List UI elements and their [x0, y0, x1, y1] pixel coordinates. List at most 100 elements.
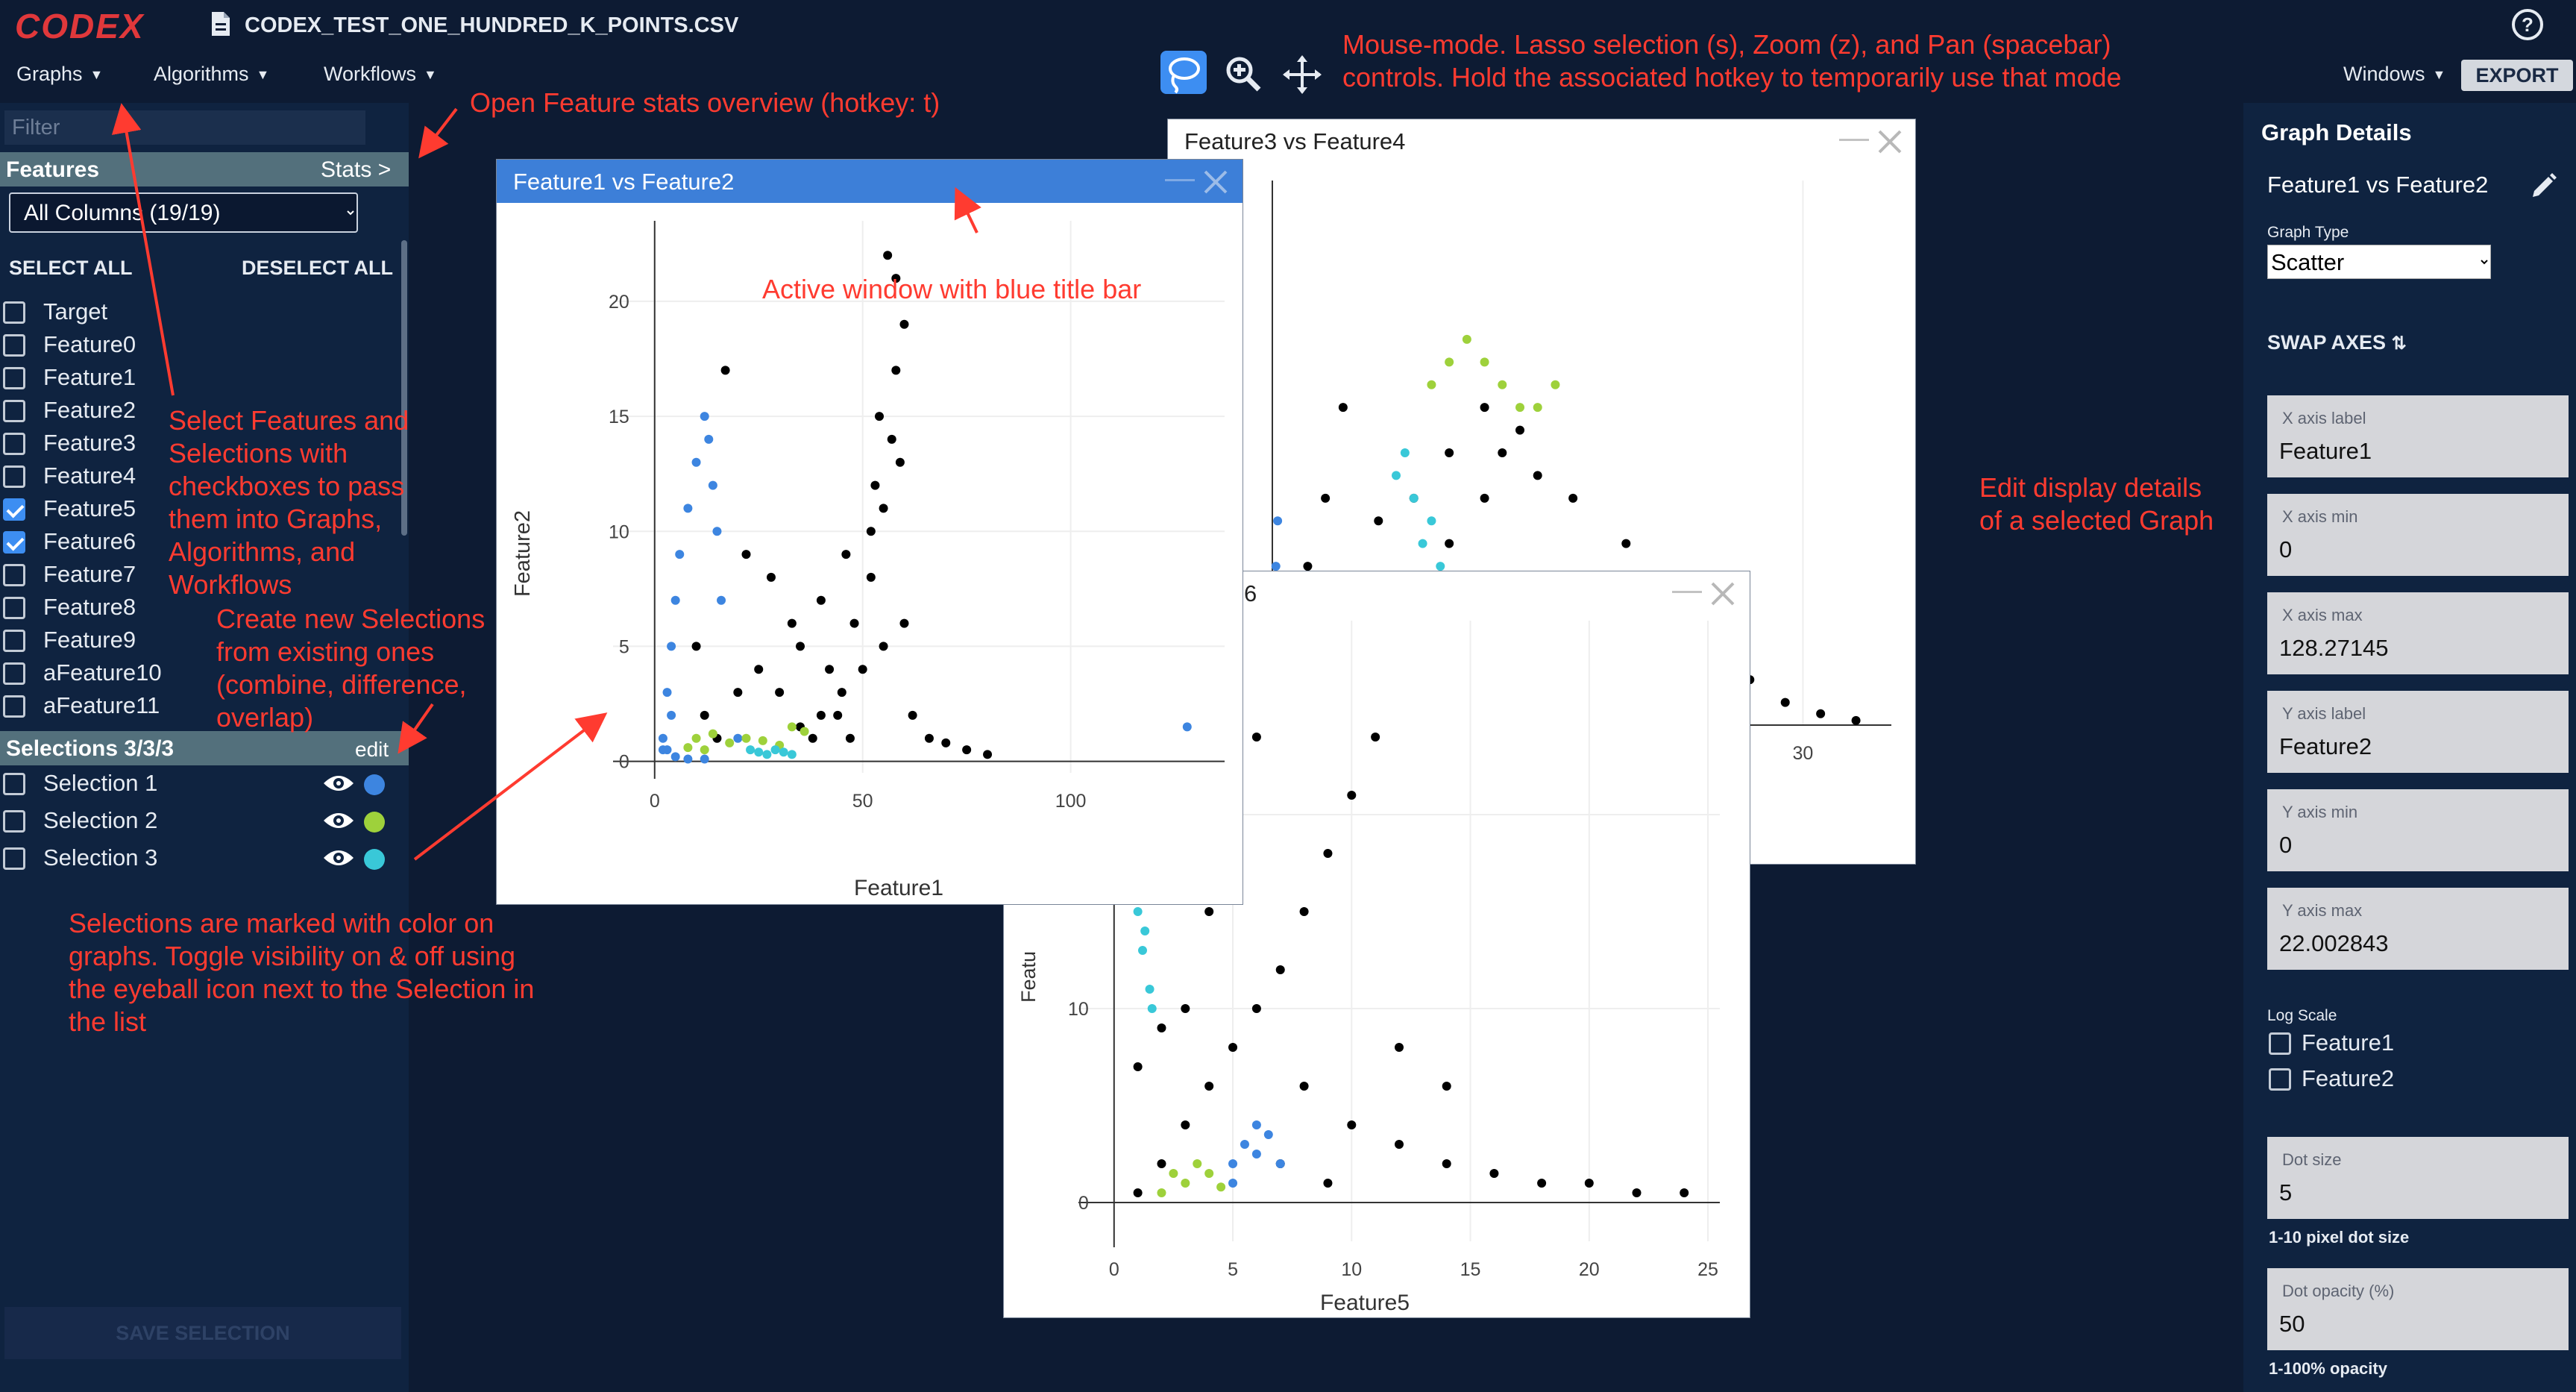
- scatter-point: [1418, 539, 1427, 548]
- feature-row[interactable]: Feature7: [3, 558, 391, 591]
- dot-size-field[interactable]: Dot size: [2267, 1137, 2569, 1219]
- axis-field-input[interactable]: [2278, 927, 2557, 961]
- dot-opacity-field[interactable]: Dot opacity (%): [2267, 1268, 2569, 1350]
- feature-list-scrollbar[interactable]: [401, 240, 407, 536]
- selection-row[interactable]: Selection 3: [3, 841, 398, 874]
- axis-field[interactable]: Y axis min: [2267, 789, 2569, 871]
- feature-row[interactable]: Feature6: [3, 525, 391, 558]
- feature-row[interactable]: Feature9: [3, 624, 391, 656]
- window-title-bar[interactable]: 6: [1004, 571, 1750, 615]
- window-title-bar-active[interactable]: Feature1 vs Feature2: [497, 160, 1243, 203]
- export-button[interactable]: EXPORT: [2461, 60, 2573, 91]
- log-scale-row[interactable]: Feature1: [2269, 1028, 2492, 1061]
- menu-workflows[interactable]: Workflows ▼: [324, 63, 437, 86]
- feature-row[interactable]: Feature2: [3, 394, 391, 427]
- select-all-button[interactable]: SELECT ALL: [9, 257, 133, 279]
- dot-size-input[interactable]: [2278, 1176, 2557, 1210]
- feature-checkbox[interactable]: [3, 433, 25, 455]
- pan-icon[interactable]: [1281, 54, 1323, 95]
- feature-row[interactable]: Feature4: [3, 460, 391, 492]
- feature-checkbox[interactable]: [3, 334, 25, 357]
- log-scale-feature-label: Feature1: [2302, 1029, 2395, 1056]
- scatter-point: [1551, 380, 1560, 389]
- zoom-icon[interactable]: [1223, 54, 1263, 94]
- log-scale-row[interactable]: Feature2: [2269, 1064, 2492, 1097]
- graph-window-feature5-vs-feature6[interactable]: 6 Featu Feature5 051015202501020: [1004, 571, 1750, 1317]
- minimize-icon[interactable]: [1165, 179, 1195, 181]
- stats-link[interactable]: Stats >: [321, 157, 392, 182]
- axis-field[interactable]: Y axis max: [2267, 888, 2569, 970]
- axis-field[interactable]: X axis max: [2267, 592, 2569, 674]
- feature-checkbox[interactable]: [3, 498, 25, 521]
- feature-row[interactable]: aFeature10: [3, 656, 391, 689]
- y-axis-label: Feature2: [511, 510, 535, 597]
- selection-checkbox[interactable]: [3, 847, 25, 870]
- scatter-point: [700, 754, 709, 764]
- feature-checkbox[interactable]: [3, 367, 25, 389]
- axis-field-input[interactable]: [2278, 828, 2557, 862]
- selection-row[interactable]: Selection 2: [3, 804, 398, 837]
- axis-field-input[interactable]: [2278, 533, 2557, 567]
- feature-checkbox[interactable]: [3, 400, 25, 422]
- scatter-point: [1338, 403, 1348, 413]
- log-scale-checkbox[interactable]: [2269, 1032, 2291, 1055]
- feature-row[interactable]: Feature0: [3, 328, 391, 361]
- menu-graphs[interactable]: Graphs ▼: [16, 63, 103, 86]
- window-title-bar[interactable]: Feature3 vs Feature4: [1168, 119, 1915, 163]
- filter-input[interactable]: [4, 110, 365, 145]
- annotation-line: checkboxes to pass: [169, 471, 405, 501]
- feature-checkbox[interactable]: [3, 597, 25, 619]
- axis-field-label: X axis max: [2282, 606, 2363, 624]
- axis-field-input[interactable]: [2278, 730, 2557, 764]
- feature-checkbox[interactable]: [3, 564, 25, 586]
- help-icon[interactable]: ?: [2510, 7, 2545, 42]
- axis-field[interactable]: X axis label: [2267, 395, 2569, 477]
- axis-field[interactable]: X axis min: [2267, 494, 2569, 576]
- dot-opacity-input[interactable]: [2278, 1307, 2557, 1341]
- dot-opacity-helper: 1-100% opacity: [2269, 1359, 2387, 1378]
- log-scale-checkbox[interactable]: [2269, 1068, 2291, 1091]
- scatter-plot-feature1-vs-feature2[interactable]: Feature2 Feature1 0 50 100 0 5 10 15 20: [497, 203, 1243, 904]
- feature-checkbox[interactable]: [3, 695, 25, 718]
- deselect-all-button[interactable]: DESELECT ALL: [242, 257, 394, 279]
- close-icon[interactable]: [1875, 127, 1905, 157]
- lasso-mode-button[interactable]: [1160, 51, 1207, 94]
- menu-windows[interactable]: Windows ▼: [2343, 63, 2445, 86]
- feature-row[interactable]: Target: [3, 295, 391, 328]
- feature-row[interactable]: Feature1: [3, 361, 391, 394]
- pencil-icon[interactable]: [2528, 172, 2558, 201]
- selection-checkbox[interactable]: [3, 810, 25, 833]
- feature-checkbox[interactable]: [3, 465, 25, 488]
- scatter-plot-feature5[interactable]: Featu Feature5 051015202501020: [1004, 615, 1750, 1317]
- selection-row[interactable]: Selection 1: [3, 767, 398, 800]
- close-icon[interactable]: [1201, 167, 1231, 197]
- eye-icon[interactable]: [322, 810, 355, 831]
- annotation-line: Selections are marked with color on: [69, 908, 494, 938]
- swap-axes-button[interactable]: SWAP AXES ⇅: [2267, 331, 2407, 354]
- feature-row[interactable]: Feature8: [3, 591, 391, 624]
- feature-checkbox[interactable]: [3, 630, 25, 652]
- feature-row[interactable]: Feature3: [3, 427, 391, 460]
- feature-row[interactable]: aFeature11: [3, 689, 391, 722]
- axis-field-input[interactable]: [2278, 631, 2557, 665]
- feature-row[interactable]: Feature5: [3, 492, 391, 525]
- scatter-point: [1147, 1004, 1157, 1013]
- minimize-icon[interactable]: [1672, 591, 1702, 593]
- axis-field[interactable]: Y axis label: [2267, 691, 2569, 773]
- selections-edit-button[interactable]: edit: [355, 738, 389, 761]
- feature-checkbox[interactable]: [3, 662, 25, 685]
- graph-window-feature1-vs-feature2[interactable]: Feature1 vs Feature2 Feature2 Feature1 0…: [497, 160, 1243, 904]
- close-icon[interactable]: [1708, 579, 1738, 609]
- eye-icon[interactable]: [322, 773, 355, 794]
- axis-field-input[interactable]: [2278, 434, 2557, 468]
- eye-icon[interactable]: [322, 847, 355, 868]
- selection-checkbox[interactable]: [3, 773, 25, 795]
- graph-type-select[interactable]: Scatter: [2267, 245, 2491, 279]
- save-selection-button[interactable]: SAVE SELECTION: [4, 1307, 401, 1359]
- column-filter-select[interactable]: All Columns (19/19): [9, 192, 358, 233]
- scatter-point: [758, 736, 767, 745]
- feature-checkbox[interactable]: [3, 531, 25, 554]
- menu-algorithms[interactable]: Algorithms ▼: [154, 63, 269, 86]
- feature-checkbox[interactable]: [3, 301, 25, 324]
- minimize-icon[interactable]: [1839, 139, 1869, 141]
